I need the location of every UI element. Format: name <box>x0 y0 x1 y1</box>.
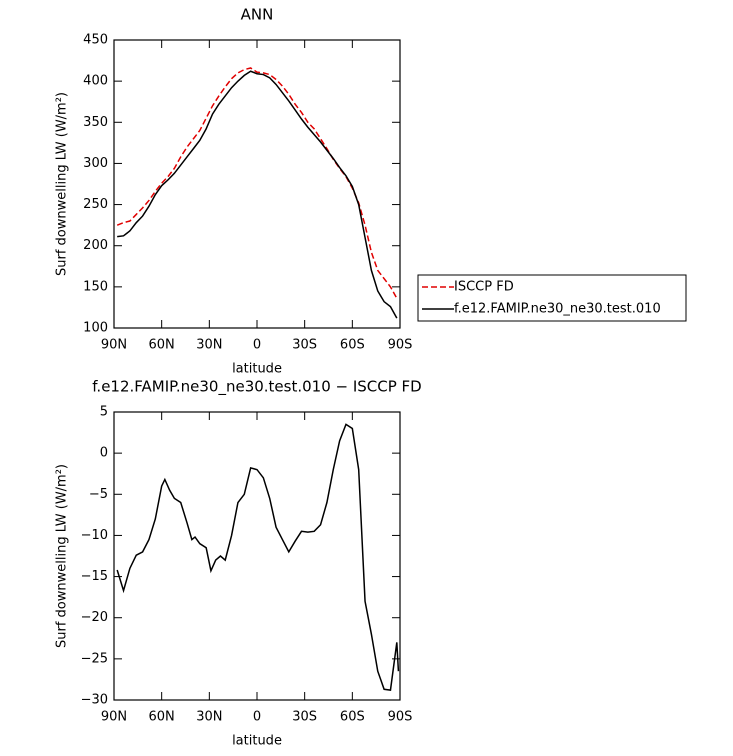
series-line <box>116 67 398 299</box>
x-axis-label: latitude <box>232 734 282 749</box>
legend-box <box>417 274 687 322</box>
x-tick-label: 90S <box>388 710 413 725</box>
y-tick-label: −10 <box>81 528 108 543</box>
y-tick-label: 300 <box>83 156 108 171</box>
legend-label: f.e12.FAMIP.ne30_ne30.test.010 <box>454 302 661 317</box>
x-tick-label: 90N <box>101 338 127 353</box>
y-tick-label: −15 <box>81 569 108 584</box>
y-axis-label: Surf downwelling LW (W/m²) <box>55 92 70 276</box>
y-tick-label: 350 <box>83 115 108 130</box>
x-axis-label: latitude <box>232 362 282 377</box>
y-tick-label: 450 <box>83 33 108 48</box>
x-tick-label: 60N <box>149 338 175 353</box>
chart-title: f.e12.FAMIP.ne30_ne30.test.010 − ISCCP F… <box>92 378 422 397</box>
x-tick-label: 60S <box>340 710 365 725</box>
y-tick-label: −30 <box>81 693 108 708</box>
plot-frame <box>113 39 401 329</box>
y-tick-label: −5 <box>89 487 108 502</box>
series-line <box>116 423 400 691</box>
y-tick-label: 0 <box>100 446 108 461</box>
y-tick-label: −20 <box>81 610 108 625</box>
y-tick-label: 150 <box>83 279 108 294</box>
y-tick-label: −25 <box>81 651 108 666</box>
legend-label: ISCCP FD <box>454 280 514 295</box>
x-tick-label: 90S <box>388 338 413 353</box>
series-line <box>117 70 398 319</box>
x-tick-label: 30N <box>196 338 222 353</box>
x-tick-label: 0 <box>253 338 261 353</box>
x-tick-label: 30S <box>292 710 317 725</box>
y-tick-label: 400 <box>83 74 108 89</box>
x-tick-label: 60N <box>149 710 175 725</box>
chart-title: ANN <box>241 6 274 24</box>
y-tick-label: 250 <box>83 197 108 212</box>
x-tick-label: 30N <box>196 710 222 725</box>
y-tick-label: 5 <box>100 405 108 420</box>
x-tick-label: 90N <box>101 710 127 725</box>
x-tick-label: 60S <box>340 338 365 353</box>
y-axis-label: Surf downwelling LW (W/m²) <box>55 464 70 648</box>
x-tick-label: 30S <box>292 338 317 353</box>
x-tick-label: 0 <box>253 710 261 725</box>
y-tick-label: 200 <box>83 238 108 253</box>
y-tick-label: 100 <box>83 321 108 336</box>
